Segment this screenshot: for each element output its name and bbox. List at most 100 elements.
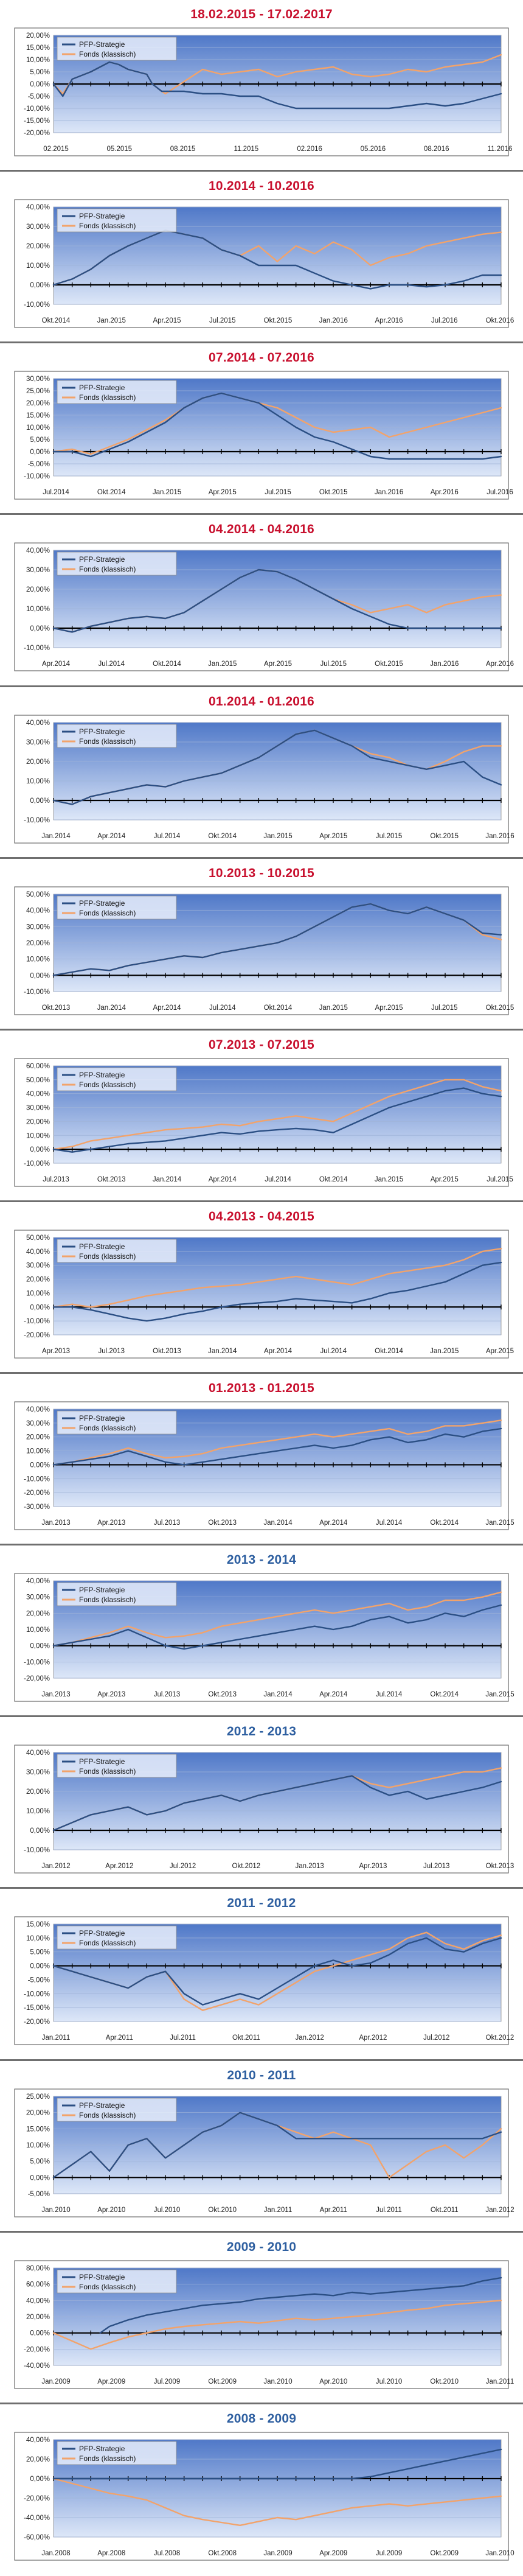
x-tick-label: 11.2016 — [488, 145, 513, 153]
legend — [57, 2098, 177, 2121]
chart-title: 07.2014 - 07.2016 — [209, 351, 314, 365]
x-tick-label: Apr.2010 — [319, 2378, 347, 2385]
x-tick-label: Okt.2014 — [319, 1176, 348, 1183]
x-tick-label: Apr.2010 — [97, 2207, 125, 2214]
y-tick-label: -10,00% — [24, 989, 50, 996]
y-tick-label: 5,00% — [30, 436, 50, 444]
y-tick-label: 25,00% — [26, 388, 50, 395]
x-tick-label: Jul.2014 — [99, 660, 125, 668]
y-tick-label: 40,00% — [26, 2437, 50, 2444]
y-tick-label: 10,00% — [26, 1132, 50, 1139]
x-tick-label: Jan.2016 — [375, 489, 403, 496]
y-tick-label: -15,00% — [24, 117, 50, 125]
y-tick-label: 0,00% — [30, 972, 50, 979]
x-tick-label: Jan.2014 — [263, 1519, 293, 1527]
chart-panel: 2010 - 2011 25,00% 20,00% 15,00% 10,00% 5,00%… — [0, 2061, 523, 2233]
x-tick-label: 08.2016 — [424, 145, 449, 153]
series-line-fonds-klassisch — [52, 1079, 502, 1150]
series-line-pfp-strategie — [52, 393, 502, 460]
line-chart: 40,00% 30,00% 20,00% 10,00% 0,00% -10,00% Okt.… — [14, 199, 514, 328]
x-tick-label: Apr.2014 — [319, 1691, 348, 1698]
panel-divider — [0, 341, 523, 344]
y-tick-label: 50,00% — [26, 891, 50, 898]
x-tick-label: Jan.2014 — [153, 1176, 182, 1183]
series-line-pfp-strategie — [52, 729, 502, 805]
x-tick-label: Okt.2009 — [208, 2378, 237, 2385]
x-tick-label: Jan.2015 — [263, 833, 292, 840]
y-tick-label: 30,00% — [26, 376, 50, 383]
x-tick-label: Apr.2016 — [486, 660, 514, 668]
x-tick-label: Jul.2013 — [154, 1691, 180, 1698]
legend-label: PFP-Strategie — [79, 899, 125, 908]
line-chart: 40,00% 30,00% 20,00% 10,00% 0,00% -10,00% Apr.… — [14, 542, 514, 671]
y-tick-label: -15,00% — [24, 2005, 50, 2012]
y-tick-label: 40,00% — [26, 1248, 50, 1256]
y-tick-label: 40,00% — [26, 2297, 50, 2305]
y-tick-label: -10,00% — [24, 1991, 50, 1998]
y-tick-label: -20,00% — [24, 1489, 50, 1497]
legend-label: PFP-Strategie — [79, 383, 125, 392]
x-tick-label: Jul.2014 — [154, 833, 181, 840]
panel-divider — [0, 1715, 523, 1718]
x-tick-label: Apr.2015 — [375, 1004, 403, 1012]
x-tick-label: Okt.2012 — [486, 2034, 514, 2042]
y-tick-label: 10,00% — [26, 1626, 50, 1634]
x-tick-label: Okt.2015 — [430, 833, 459, 840]
y-tick-label: 30,00% — [26, 1594, 50, 1601]
y-tick-label: 10,00% — [26, 1448, 50, 1455]
panel-divider — [0, 1200, 523, 1202]
y-tick-label: 0,00% — [30, 1963, 50, 1970]
y-tick-label: 10,00% — [26, 424, 50, 432]
chart-title: 2009 - 2010 — [226, 2239, 297, 2254]
legend — [57, 208, 177, 233]
x-tick-label: Jul.2012 — [170, 1863, 196, 1870]
x-tick-label: Jul.2013 — [154, 1519, 180, 1527]
x-tick-label: Apr.2012 — [105, 1863, 133, 1870]
y-tick-label: 0,00% — [30, 797, 50, 805]
x-tick-label: Jul.2010 — [376, 2378, 402, 2385]
chart-title: 2008 - 2009 — [226, 2411, 297, 2426]
x-tick-label: Okt.2014 — [208, 833, 237, 840]
line-chart: 50,00% 40,00% 30,00% 20,00% 10,00% 0,00% -10,0… — [14, 886, 514, 1015]
legend-label: Fonds (klassisch) — [79, 2111, 136, 2119]
y-tick-label: 0,00% — [30, 1146, 50, 1153]
x-tick-label: Okt.2015 — [319, 489, 348, 496]
y-tick-label: 15,00% — [26, 1921, 50, 1928]
chart-panel: 18.02.2015 - 17.02.2017 20,00% 15,00% 10,00… — [0, 0, 523, 172]
x-tick-label: 05.2016 — [361, 145, 386, 153]
y-tick-label: 60,00% — [26, 1063, 50, 1070]
x-tick-label: Jan.2011 — [42, 2034, 70, 2042]
y-tick-label: -20,00% — [24, 1675, 50, 1682]
x-tick-label: Okt.2011 — [431, 2207, 459, 2214]
y-tick-label: 15,00% — [26, 412, 50, 419]
series-line-fonds-klassisch — [52, 1248, 502, 1308]
x-tick-label: Jul.2014 — [209, 1004, 236, 1012]
y-tick-label: 0,00% — [30, 1461, 50, 1469]
legend-label: PFP-Strategie — [79, 40, 125, 49]
panel-divider — [0, 1028, 523, 1031]
y-tick-label: 15,00% — [26, 44, 50, 52]
series-line-pfp-strategie — [99, 2277, 502, 2334]
y-tick-label: 15,00% — [26, 2126, 50, 2133]
x-tick-label: Jul.2014 — [320, 1348, 347, 1355]
legend-label: Fonds (klassisch) — [79, 1767, 136, 1776]
x-tick-label: Jul.2013 — [99, 1348, 125, 1355]
x-tick-label: Jan.2015 — [375, 1176, 403, 1183]
line-chart: 15,00% 10,00% 5,00% 0,00% -5,00% -10,00% -15,0… — [14, 1916, 514, 2046]
x-tick-label: Okt.2013 — [97, 1176, 126, 1183]
y-tick-label: 20,00% — [26, 243, 50, 250]
y-tick-label: -5,00% — [28, 1977, 50, 1984]
x-tick-label: Jan.2012 — [41, 1863, 70, 1870]
x-tick-label: 05.2015 — [106, 145, 132, 153]
x-tick-label: Okt.2012 — [232, 1863, 261, 1870]
y-tick-label: 20,00% — [26, 32, 50, 40]
x-tick-label: Jul.2015 — [209, 317, 235, 324]
y-tick-label: 0,00% — [30, 2174, 50, 2182]
x-tick-label: Apr.2014 — [97, 833, 126, 840]
chart-title: 2010 - 2011 — [227, 2068, 296, 2082]
y-tick-label: 60,00% — [26, 2281, 50, 2288]
x-tick-label: Okt.2014 — [375, 1348, 403, 1355]
panel-divider — [0, 513, 523, 516]
x-tick-label: Apr.2011 — [106, 2034, 133, 2042]
